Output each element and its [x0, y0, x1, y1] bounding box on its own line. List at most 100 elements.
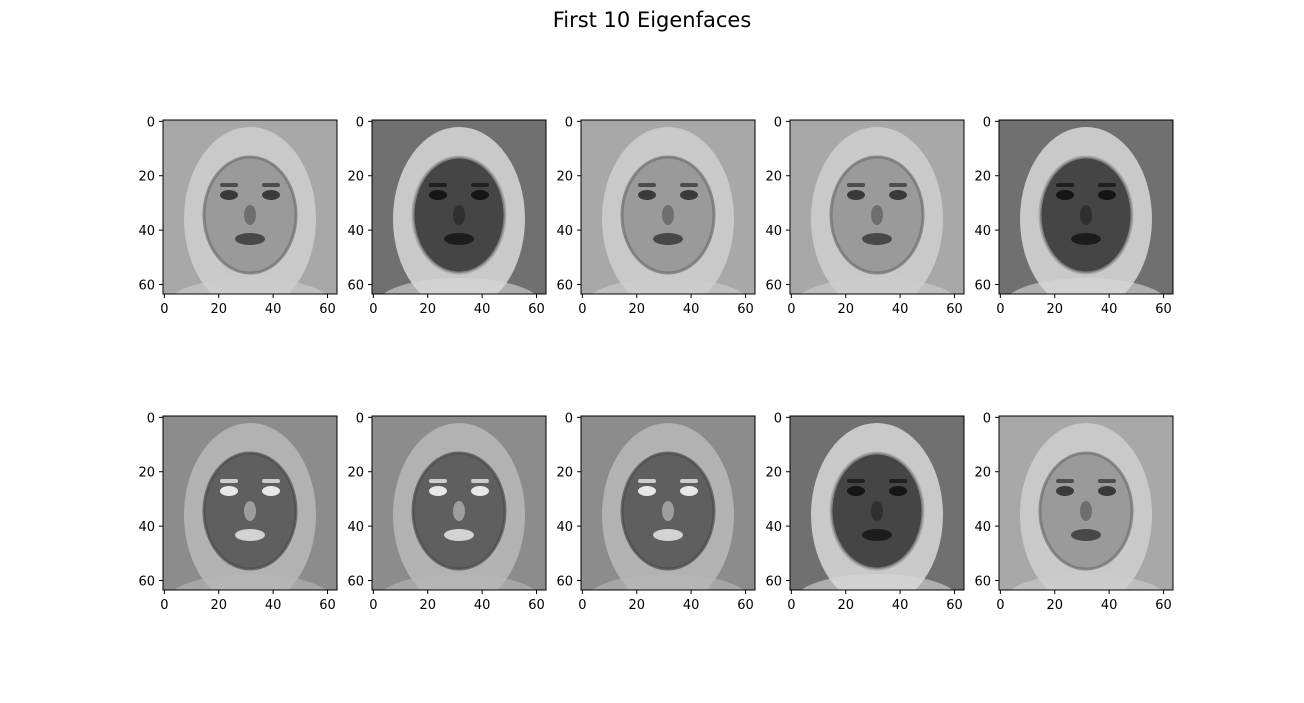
- eigenface-image-10: [999, 416, 1173, 590]
- x-tick-label: 40: [474, 598, 491, 613]
- axes-frame: [998, 119, 1174, 295]
- eigenface-panel-4: 0 20 40 60 0 20 40 60: [765, 115, 965, 317]
- y-tick-label: 60: [974, 278, 991, 293]
- x-tick-label: 0: [160, 598, 168, 613]
- eigenface-image-7: [372, 416, 546, 590]
- x-tick-label: 60: [528, 598, 545, 613]
- x-tick-label: 0: [369, 302, 377, 317]
- y-tick-label: 0: [356, 411, 364, 426]
- eigenface-image-2: [372, 120, 546, 294]
- eigenface-panel-2: 0 20 40 60 0 20 40 60: [347, 115, 547, 317]
- x-tick-label: 20: [1046, 302, 1063, 317]
- x-tick-label: 60: [319, 302, 336, 317]
- eigenface-image-9: [790, 416, 964, 590]
- y-tick-label: 0: [983, 115, 991, 130]
- y-tick-label: 0: [356, 115, 364, 130]
- axes-frame: [162, 415, 338, 591]
- x-tick-label: 20: [628, 598, 645, 613]
- y-tick-label: 0: [147, 115, 155, 130]
- x-tick-label: 40: [1101, 598, 1118, 613]
- x-tick-label: 40: [265, 302, 282, 317]
- y-tick-label: 20: [556, 170, 573, 185]
- y-tick-label: 40: [347, 520, 364, 535]
- x-tick-label: 40: [892, 302, 909, 317]
- y-tick-label: 40: [556, 520, 573, 535]
- y-tick-label: 40: [556, 224, 573, 239]
- eigenface-panel-9: 0 20 40 60 0 20 40 60: [765, 411, 965, 613]
- y-tick-label: 40: [974, 224, 991, 239]
- x-tick-label: 40: [265, 598, 282, 613]
- x-tick-label: 40: [1101, 302, 1118, 317]
- x-tick-label: 0: [578, 302, 586, 317]
- y-tick-label: 60: [138, 278, 155, 293]
- y-tick-label: 60: [556, 278, 573, 293]
- y-tick-label: 20: [138, 466, 155, 481]
- y-tick-label: 20: [765, 170, 782, 185]
- x-tick-label: 60: [946, 598, 963, 613]
- eigenface-panel-6: 0 20 40 60 0 20 40 60: [138, 411, 338, 613]
- y-tick-label: 0: [774, 115, 782, 130]
- axes-frame: [162, 119, 338, 295]
- x-tick-label: 20: [628, 302, 645, 317]
- y-tick-label: 20: [556, 466, 573, 481]
- y-tick-label: 40: [138, 224, 155, 239]
- x-tick-label: 0: [787, 302, 795, 317]
- x-tick-label: 40: [892, 598, 909, 613]
- y-tick-label: 0: [147, 411, 155, 426]
- x-tick-label: 60: [1155, 302, 1172, 317]
- x-tick-label: 40: [683, 598, 700, 613]
- x-tick-label: 60: [737, 302, 754, 317]
- eigenface-image-8: [581, 416, 755, 590]
- eigenface-image-4: [790, 120, 964, 294]
- eigenface-panel-7: 0 20 40 60 0 20 40 60: [347, 411, 547, 613]
- axes-frame: [580, 415, 756, 591]
- eigenface-panel-5: 0 20 40 60 0 20 40 60: [974, 115, 1174, 317]
- x-tick-label: 60: [319, 598, 336, 613]
- y-tick-label: 60: [974, 574, 991, 589]
- y-tick-label: 60: [347, 574, 364, 589]
- y-tick-label: 20: [974, 170, 991, 185]
- axes-frame: [789, 119, 965, 295]
- y-tick-label: 20: [974, 466, 991, 481]
- x-tick-label: 60: [1155, 598, 1172, 613]
- y-tick-label: 60: [138, 574, 155, 589]
- x-tick-label: 40: [683, 302, 700, 317]
- eigenface-panel-8: 0 20 40 60 0 20 40 60: [556, 411, 756, 613]
- y-tick-label: 60: [556, 574, 573, 589]
- y-tick-label: 20: [138, 170, 155, 185]
- x-tick-label: 20: [419, 598, 436, 613]
- y-tick-label: 20: [347, 170, 364, 185]
- x-tick-label: 20: [419, 302, 436, 317]
- y-tick-label: 40: [347, 224, 364, 239]
- eigenface-panel-10: 0 20 40 60 0 20 40 60: [974, 411, 1174, 613]
- x-tick-label: 20: [210, 598, 227, 613]
- axes-frame: [371, 119, 547, 295]
- x-tick-label: 20: [210, 302, 227, 317]
- eigenface-image-6: [163, 416, 337, 590]
- eigenface-image-3: [581, 120, 755, 294]
- y-tick-label: 40: [765, 520, 782, 535]
- x-tick-label: 60: [528, 302, 545, 317]
- x-tick-label: 60: [946, 302, 963, 317]
- y-tick-label: 0: [983, 411, 991, 426]
- figure-title: First 10 Eigenfaces: [552, 8, 752, 32]
- x-tick-label: 0: [578, 598, 586, 613]
- x-tick-label: 20: [837, 598, 854, 613]
- y-tick-label: 20: [765, 466, 782, 481]
- x-tick-label: 40: [474, 302, 491, 317]
- x-tick-label: 0: [996, 302, 1004, 317]
- y-tick-label: 40: [974, 520, 991, 535]
- axes-frame: [580, 119, 756, 295]
- x-tick-label: 60: [737, 598, 754, 613]
- eigenface-panel-1: 0 20 40 60 0 20 40 60: [138, 115, 338, 317]
- axes-frame: [789, 415, 965, 591]
- x-tick-label: 0: [787, 598, 795, 613]
- y-tick-label: 40: [765, 224, 782, 239]
- y-tick-label: 60: [765, 574, 782, 589]
- axes-frame: [371, 415, 547, 591]
- x-tick-label: 0: [369, 598, 377, 613]
- y-tick-label: 0: [565, 115, 573, 130]
- y-tick-label: 40: [138, 520, 155, 535]
- y-tick-label: 60: [347, 278, 364, 293]
